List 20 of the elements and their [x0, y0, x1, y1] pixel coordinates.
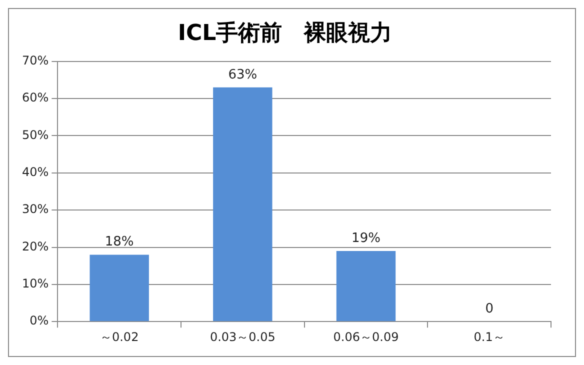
bar	[336, 250, 396, 322]
data-label: 18%	[104, 234, 134, 250]
y-tick-label: 20%	[22, 239, 49, 254]
x-tick-label: ～0.02	[100, 330, 139, 344]
y-tick-label: 70%	[22, 54, 49, 68]
y-tick-label: 60%	[22, 90, 49, 105]
chart-title: ICL手術前 裸眼視力	[178, 20, 392, 46]
bar	[90, 254, 149, 322]
data-label: 63%	[228, 67, 258, 82]
bar	[213, 87, 272, 322]
y-tick-label: 10%	[22, 276, 49, 291]
y-tick-label: 30%	[22, 202, 49, 216]
data-label: 19%	[352, 230, 380, 246]
x-tick-label: 0.06～0.09	[333, 330, 399, 344]
x-tick-label: 0.1～	[474, 330, 505, 344]
y-tick-label: 50%	[22, 128, 49, 142]
data-label: 0	[485, 301, 494, 316]
y-tick-label: 40%	[22, 165, 49, 180]
y-tick-label: 0%	[30, 314, 49, 328]
x-tick-label: 0.03～0.05	[210, 330, 276, 344]
